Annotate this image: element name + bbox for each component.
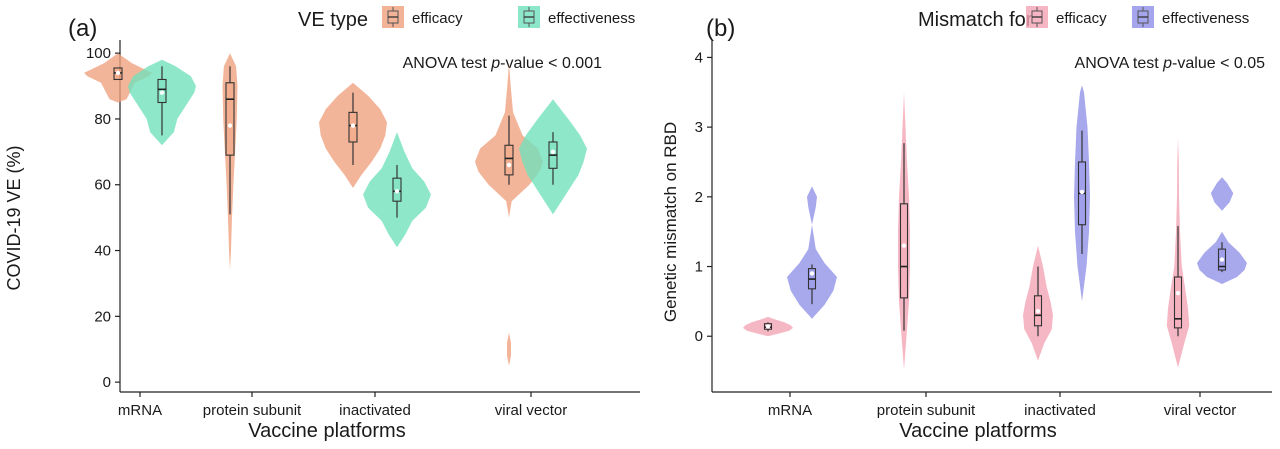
panel-b-legend-key-efficacy: efficacy <box>1026 6 1107 28</box>
panel-a-mean-point <box>394 189 400 194</box>
panel-a-y-tick-label: 60 <box>94 177 111 194</box>
panel-b-legend-label-effectiveness: effectiveness <box>1162 10 1249 27</box>
panel-a-mean-point <box>350 123 356 128</box>
panel-b-box-efficacy-protein-subunit <box>899 203 909 299</box>
panel-b-x-axis-title: Vaccine platforms <box>899 420 1056 442</box>
annotation-text: -value < 0.05 <box>1172 55 1265 72</box>
panel-a: (a) VE type ANOVA test p-value < 0.001 V… <box>4 6 640 442</box>
panel-b-y-tick-label: 4 <box>695 49 703 66</box>
panel-b-mean-point <box>1175 290 1181 296</box>
panel-b: (b) Mismatch for ANOVA test p-value < 0.… <box>661 6 1272 442</box>
panel-a-x-axis-title: Vaccine platforms <box>248 420 405 442</box>
panel-b-mean-point <box>765 324 771 329</box>
panel-a-y-tick-label: 80 <box>94 111 111 128</box>
panel-b-mean-point <box>901 243 907 248</box>
panel-a-y-tick-label: 0 <box>103 374 111 391</box>
panel-b-mean-point <box>1079 189 1085 195</box>
panel-a-legend-key-efficacy: efficacy <box>382 6 463 28</box>
panel-a-x-tick-label-mrna: mRNA <box>118 402 162 419</box>
panel-b-y-tick-label: 0 <box>695 328 703 345</box>
panel-a-series-effectiveness <box>128 59 587 248</box>
panel-a-x-tick-label-protein-subunit: protein subunit <box>203 402 302 419</box>
panel-b-violin-efficacy-inactivated <box>1023 245 1053 361</box>
panel-b-mean-point <box>1219 257 1225 262</box>
panel-b-series-effectiveness <box>787 85 1247 319</box>
annotation-text: -value < 0.001 <box>500 55 602 72</box>
panel-b-violin-effectiveness-mrna <box>787 186 837 319</box>
panel-a-legend-title: VE type <box>298 9 368 31</box>
panel-a-label: (a) <box>68 15 97 42</box>
panel-a-mean-point <box>159 90 165 95</box>
panel-a-mean-point <box>506 162 512 168</box>
panel-a-y-tick-label: 20 <box>94 308 111 325</box>
panel-a-violin-effectiveness-viral-vector <box>519 99 587 215</box>
panel-b-y-tick-label: 1 <box>695 259 703 276</box>
panel-a-violin-efficacy-viral-vector <box>475 63 543 366</box>
panel-b-y-tick-label: 3 <box>695 119 703 136</box>
panel-b-violin-efficacy-protein-subunit <box>898 92 910 370</box>
panel-a-x-tick-label-viral-vector: viral vector <box>495 402 568 419</box>
panel-b-y-tick-label: 2 <box>695 189 703 206</box>
panel-b-box-efficacy-viral-vector <box>1173 276 1183 329</box>
panel-a-x-tick-label-inactivated: inactivated <box>339 402 411 419</box>
panel-a-legend-key-effectiveness: effectiveness <box>518 6 635 28</box>
panel-a-legend-label-effectiveness: effectiveness <box>548 10 635 27</box>
panel-a-mean-point <box>227 123 233 128</box>
panel-a-violin-efficacy-inactivated <box>319 82 387 188</box>
panel-b-legend-label-efficacy: efficacy <box>1056 10 1107 27</box>
panel-b-label: (b) <box>706 15 735 42</box>
panel-a-box-efficacy-viral-vector <box>504 144 514 176</box>
panel-a-legend: efficacy effectiveness <box>382 6 635 28</box>
panel-a-y-axis-title: COVID-19 VE (%) <box>4 145 24 290</box>
panel-b-anova-annotation: ANOVA test p-value < 0.05 <box>1075 55 1266 72</box>
panel-b-mean-point <box>809 271 815 276</box>
panel-a-y-tick-label: 100 <box>86 45 111 62</box>
panel-b-legend-title: Mismatch for <box>918 9 1033 31</box>
panel-a-legend-label-efficacy: efficacy <box>412 10 463 27</box>
panel-b-y-axis-title: Genetic mismatch on RBD <box>661 122 680 322</box>
panel-b-x-tick-label-viral-vector: viral vector <box>1164 402 1237 419</box>
panel-a-mean-point <box>115 70 121 76</box>
panel-a-mean-point <box>550 149 556 155</box>
panel-b-x-tick-label-mrna: mRNA <box>768 402 812 419</box>
panel-a-y-tick-label: 40 <box>94 243 111 260</box>
annotation-text: ANOVA test <box>1075 55 1164 72</box>
annotation-text: ANOVA test <box>403 55 492 72</box>
panel-b-x-tick-label-inactivated: inactivated <box>1024 402 1096 419</box>
panel-b-legend-key-effectiveness: effectiveness <box>1132 6 1249 28</box>
panel-b-series-efficacy <box>743 92 1190 370</box>
panel-a-anova-annotation: ANOVA test p-value < 0.001 <box>403 55 602 72</box>
panel-b-x-tick-label-protein-subunit: protein subunit <box>877 402 976 419</box>
panel-a-box-efficacy-protein-subunit <box>225 82 235 156</box>
panel-b-violin-effectiveness-viral-vector <box>1197 177 1247 284</box>
panel-b-legend: efficacy effectiveness <box>1026 6 1249 28</box>
panel-a-violin-efficacy-mrna <box>84 53 152 103</box>
annotation-p: p <box>490 55 500 72</box>
panel-b-mean-point <box>1035 308 1041 314</box>
annotation-p: p <box>1162 55 1172 72</box>
